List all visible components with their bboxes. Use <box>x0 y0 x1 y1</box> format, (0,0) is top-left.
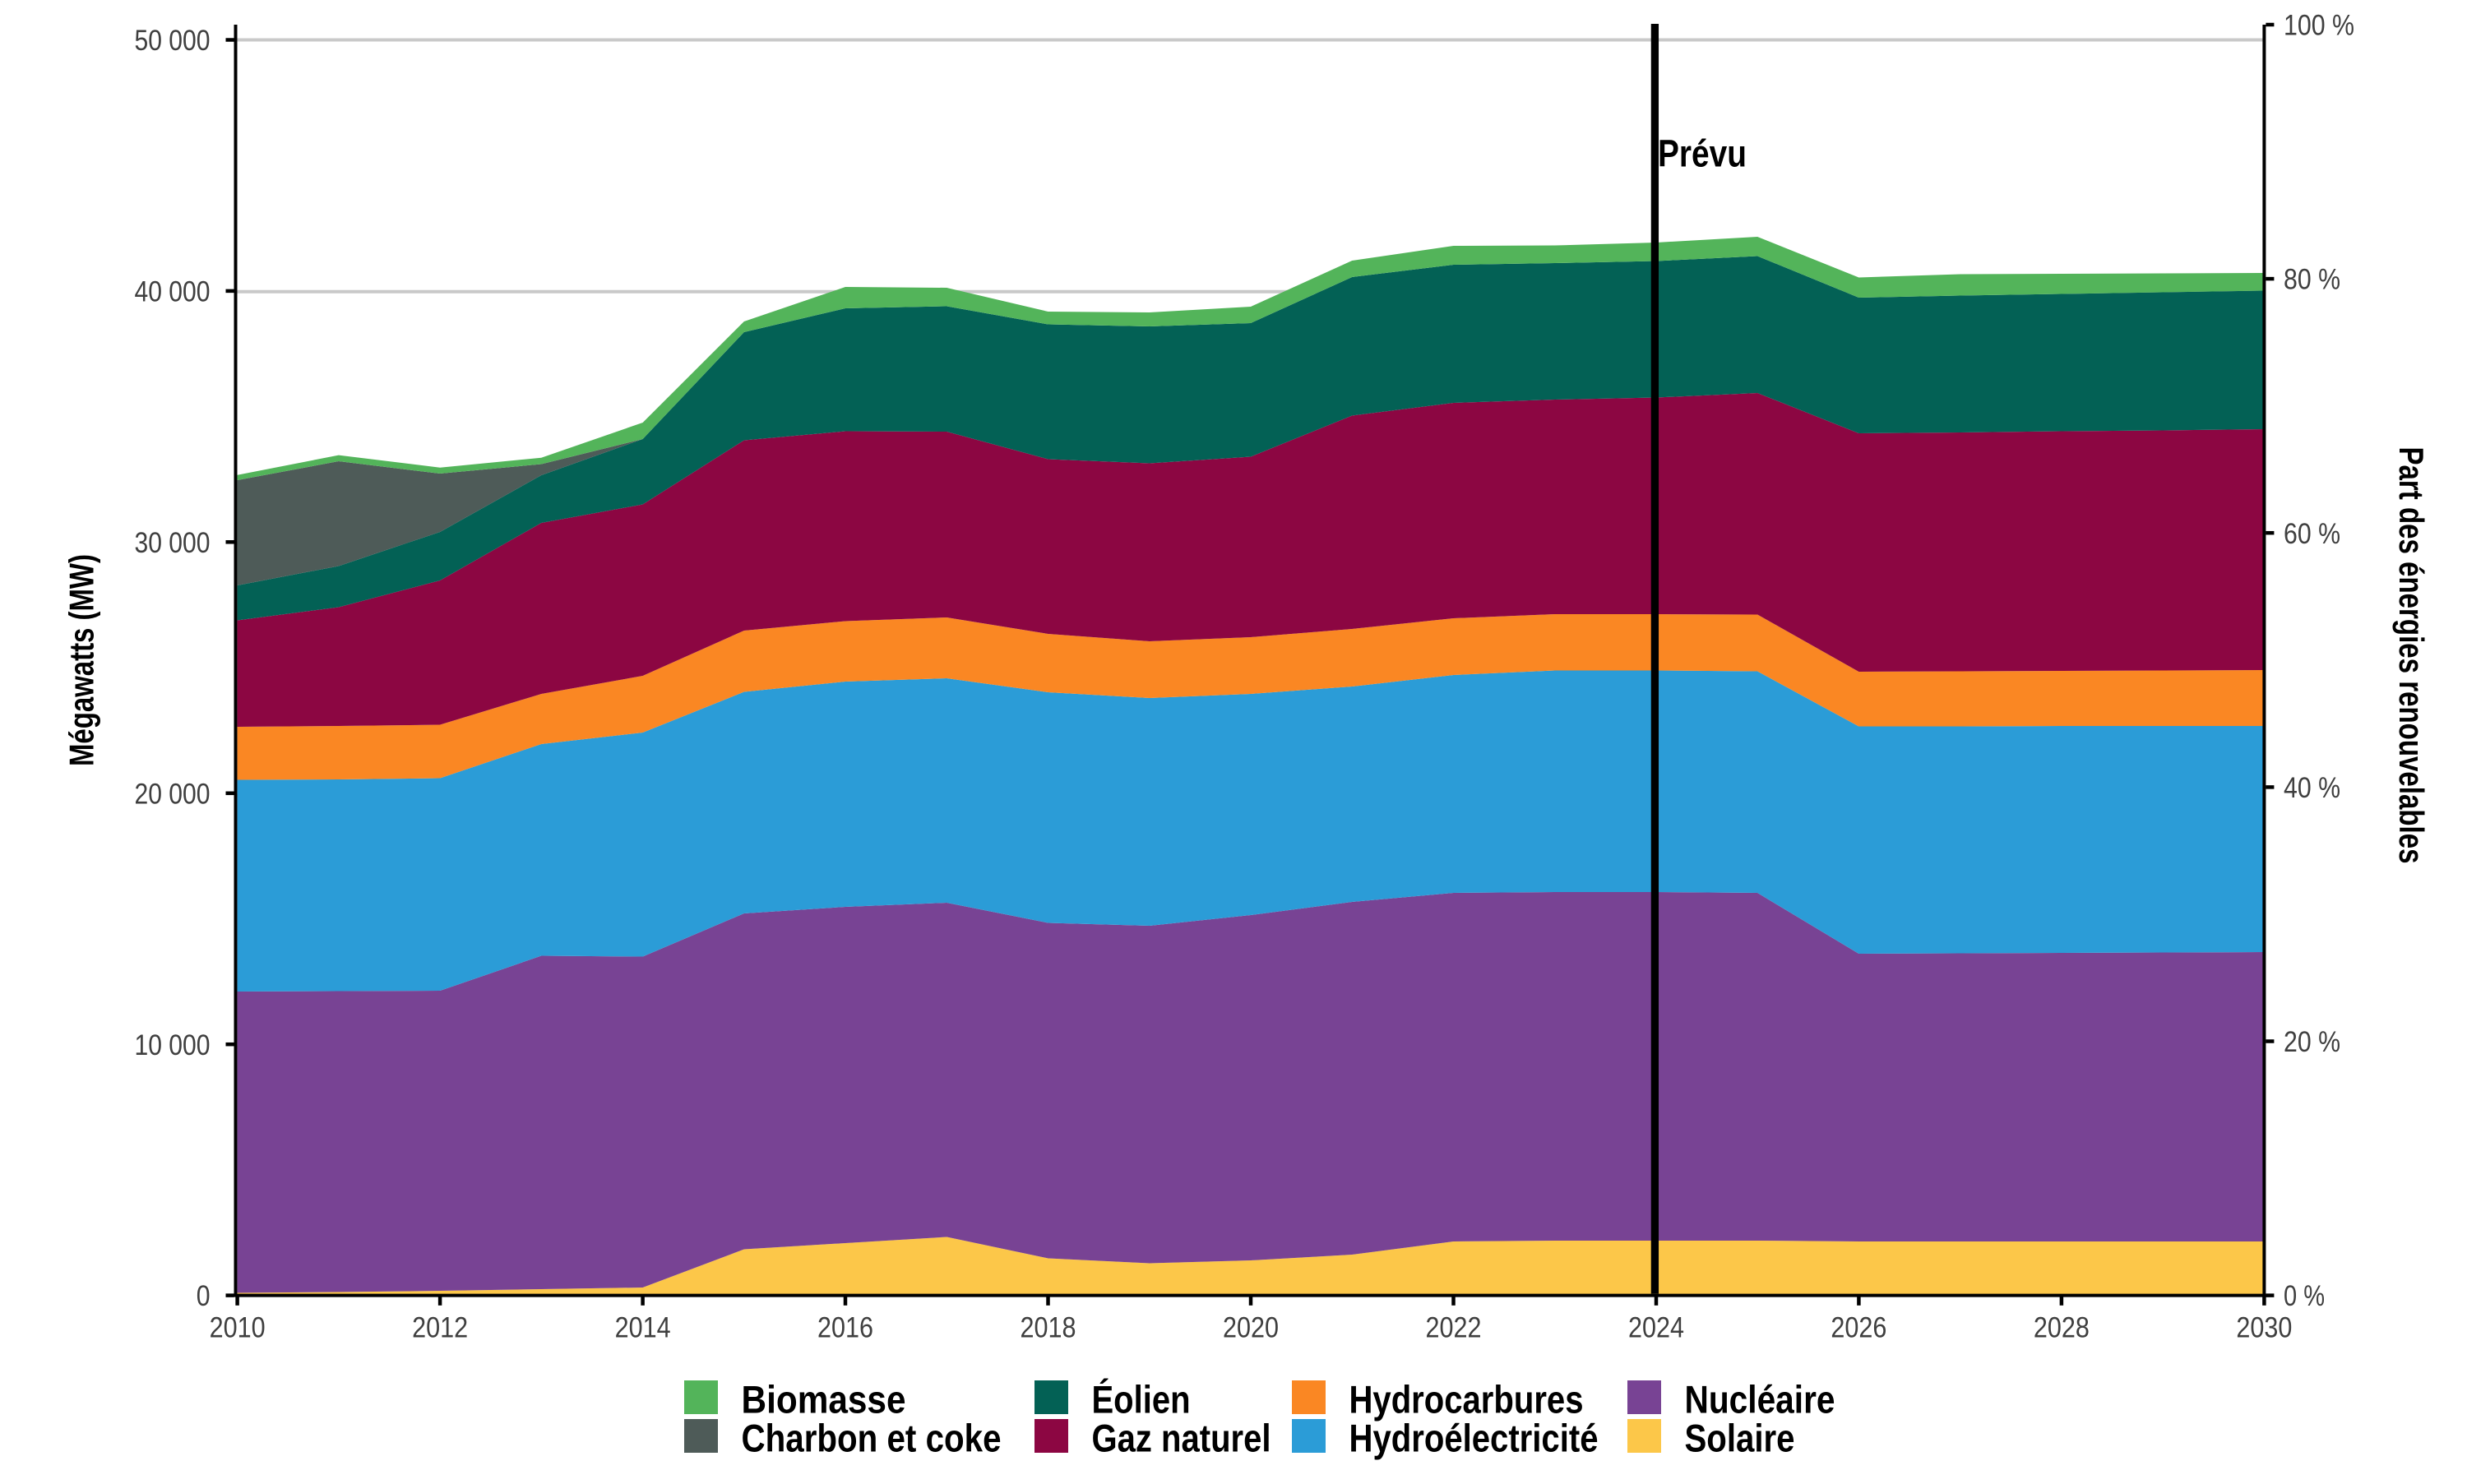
svg-text:2020: 2020 <box>1223 1312 1279 1344</box>
svg-text:2012: 2012 <box>412 1312 468 1344</box>
svg-text:2030: 2030 <box>2236 1312 2292 1344</box>
svg-text:Biomasse: Biomasse <box>742 1377 906 1421</box>
svg-text:Part des énergies renouvelable: Part des énergies renouvelables <box>2392 447 2431 864</box>
svg-text:20 000: 20 000 <box>135 778 211 810</box>
svg-text:2016: 2016 <box>817 1312 873 1344</box>
svg-text:40 %: 40 % <box>2284 772 2340 804</box>
svg-text:0: 0 <box>197 1280 211 1312</box>
svg-text:60 %: 60 % <box>2284 518 2340 550</box>
svg-text:2018: 2018 <box>1021 1312 1076 1344</box>
svg-text:2024: 2024 <box>1628 1312 1684 1344</box>
svg-text:Hydroélectricité: Hydroélectricité <box>1349 1417 1599 1460</box>
svg-text:10 000: 10 000 <box>135 1029 211 1061</box>
svg-text:2022: 2022 <box>1426 1312 1482 1344</box>
svg-text:80 %: 80 % <box>2284 264 2340 296</box>
svg-text:0 %: 0 % <box>2284 1280 2325 1312</box>
svg-text:2028: 2028 <box>2034 1312 2090 1344</box>
svg-text:Éolien: Éolien <box>1092 1377 1191 1421</box>
svg-text:30 000: 30 000 <box>135 527 211 559</box>
svg-text:Charbon et coke: Charbon et coke <box>742 1417 1002 1460</box>
svg-text:2010: 2010 <box>210 1312 266 1344</box>
svg-text:Solaire: Solaire <box>1685 1417 1795 1460</box>
svg-text:20 %: 20 % <box>2284 1026 2340 1058</box>
svg-text:Gaz naturel: Gaz naturel <box>1092 1417 1271 1460</box>
svg-text:40 000: 40 000 <box>135 276 211 308</box>
svg-text:Prévu: Prévu <box>1658 132 1747 175</box>
svg-text:2014: 2014 <box>615 1312 671 1344</box>
svg-text:Mégawatts (MW): Mégawatts (MW) <box>62 554 101 766</box>
svg-text:Hydrocarbures: Hydrocarbures <box>1349 1377 1584 1421</box>
svg-text:Nucléaire: Nucléaire <box>1685 1377 1835 1421</box>
svg-text:2026: 2026 <box>1831 1312 1886 1344</box>
svg-text:100 %: 100 % <box>2284 10 2354 42</box>
svg-text:50 000: 50 000 <box>135 25 211 57</box>
